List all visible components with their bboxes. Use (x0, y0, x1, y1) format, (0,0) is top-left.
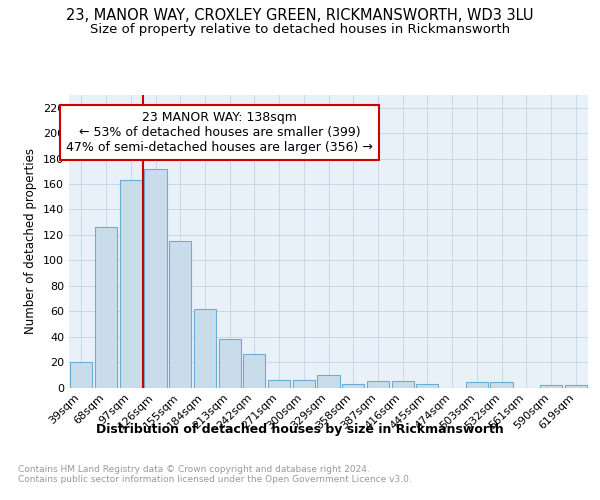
Bar (565, 385, 587, 388)
Text: 23 MANOR WAY: 138sqm
← 53% of detached houses are smaller (399)
47% of semi-deta: 23 MANOR WAY: 138sqm ← 53% of detached h… (66, 111, 373, 154)
Text: 23, MANOR WAY, CROXLEY GREEN, RICKMANSWORTH, WD3 3LU: 23, MANOR WAY, CROXLEY GREEN, RICKMANSWO… (66, 8, 534, 22)
Bar (95, 228, 117, 388)
Bar (490, 382, 512, 388)
Bar (317, 375, 340, 388)
Y-axis label: Number of detached properties: Number of detached properties (25, 148, 37, 334)
Bar (145, 169, 167, 388)
Bar (119, 180, 142, 388)
Text: Size of property relative to detached houses in Rickmansworth: Size of property relative to detached ho… (90, 22, 510, 36)
Bar (392, 381, 414, 388)
Text: Contains HM Land Registry data © Crown copyright and database right 2024.
Contai: Contains HM Land Registry data © Crown c… (18, 465, 412, 484)
Bar (540, 385, 562, 388)
Bar (268, 380, 290, 388)
Bar (293, 380, 315, 388)
Bar (416, 384, 439, 388)
Bar (466, 382, 488, 388)
Bar (218, 339, 241, 388)
Bar (194, 308, 216, 388)
Bar (367, 381, 389, 388)
Bar (169, 242, 191, 388)
Bar (243, 354, 265, 388)
Text: Distribution of detached houses by size in Rickmansworth: Distribution of detached houses by size … (96, 422, 504, 436)
Bar (342, 384, 364, 388)
Bar (70, 362, 92, 388)
